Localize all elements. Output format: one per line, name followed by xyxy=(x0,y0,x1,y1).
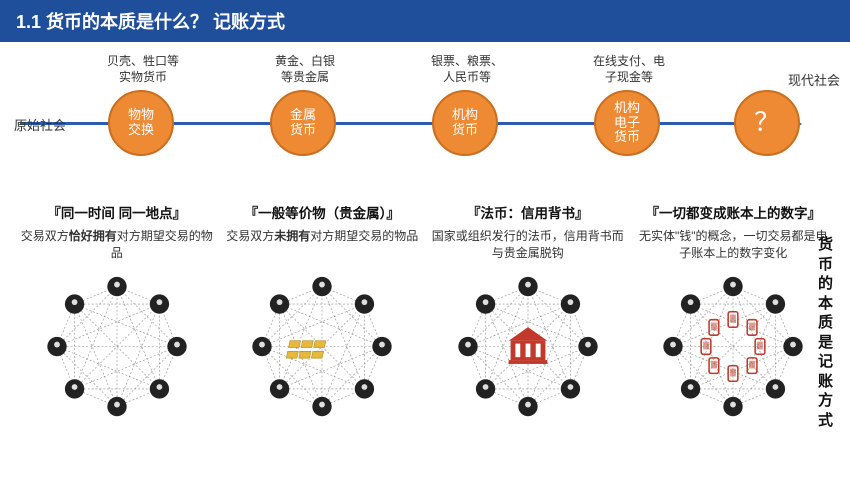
stage-top-label: 在线支付、电 子现金等 xyxy=(579,54,679,85)
stage-circle: 机构 电子 货币 xyxy=(594,90,660,156)
network-diagram xyxy=(32,272,202,422)
stage-circle: 金属 货币 xyxy=(270,90,336,156)
side-vertical-text: 货币的本质是记账方式 xyxy=(818,235,836,430)
stage-top-label: 银票、粮票、 人民币等 xyxy=(417,54,517,85)
stage-circle: ？ xyxy=(734,90,800,156)
network-diagram xyxy=(237,272,407,422)
era-end-label: 现代社会 xyxy=(788,70,840,89)
column-title: 『一切都变成账本上的数字』 xyxy=(635,202,833,222)
network-diagram xyxy=(648,272,818,422)
column: 『同一时间 同一地点』 交易双方恰好拥有对方期望交易的物品 xyxy=(18,202,216,422)
timeline: 原始社会 现代社会 贝壳、牲口等 实物货币物物 交换 黄金、白银 等贵金属金属 货… xyxy=(0,52,850,202)
column-title: 『法币：信用背书』 xyxy=(429,202,627,222)
era-start-label: 原始社会 xyxy=(14,115,66,134)
stage-circle: 物物 交换 xyxy=(108,90,174,156)
column-title: 『一般等价物（贵金属）』 xyxy=(224,202,422,222)
column: 『一切都变成账本上的数字』 无实体"钱"的概念，一切交易都是电子账本上的数字变化 xyxy=(635,202,833,422)
column-title: 『同一时间 同一地点』 xyxy=(18,202,216,222)
column: 『一般等价物（贵金属）』 交易双方未拥有对方期望交易的物品 xyxy=(224,202,422,422)
network-diagram xyxy=(443,272,613,422)
stage-top-label: 黄金、白银 等贵金属 xyxy=(255,54,355,85)
page-title: 1.1 货币的本质是什么？ 记账方式 xyxy=(16,12,285,32)
stage-top-label: 贝壳、牲口等 实物货币 xyxy=(93,54,193,85)
stage-circle: 机构 货币 xyxy=(432,90,498,156)
column-desc: 交易双方未拥有对方期望交易的物品 xyxy=(224,228,422,264)
column-desc: 无实体"钱"的概念，一切交易都是电子账本上的数字变化 xyxy=(635,228,833,264)
columns-container: 『同一时间 同一地点』 交易双方恰好拥有对方期望交易的物品 『一般等价物（贵金属… xyxy=(0,202,850,422)
column-desc: 交易双方恰好拥有对方期望交易的物品 xyxy=(18,228,216,264)
column: 『法币：信用背书』 国家或组织发行的法币，信用背书而与贵金属脱钩 xyxy=(429,202,627,422)
title-bar: 1.1 货币的本质是什么？ 记账方式 xyxy=(0,0,850,42)
column-desc: 国家或组织发行的法币，信用背书而与贵金属脱钩 xyxy=(429,228,627,264)
